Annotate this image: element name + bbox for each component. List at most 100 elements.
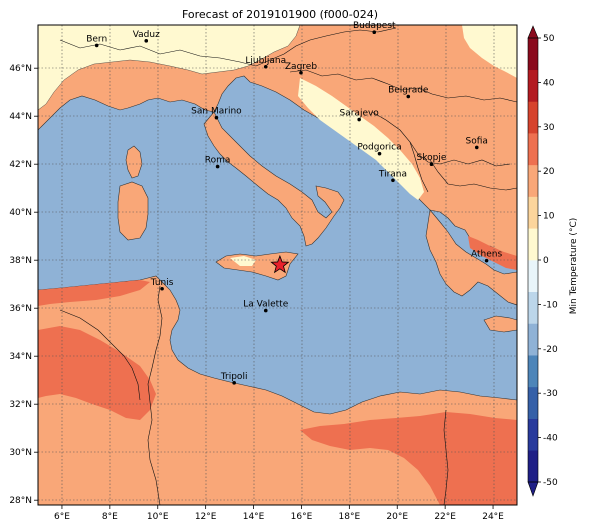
lon-tick-label: 12°E <box>195 512 217 522</box>
longitude-ticks: 6°E 8°E 10°E 12°E 14°E 16°E 18°E 20°E 22°E 24°E <box>54 505 504 522</box>
lon-tick-label: 16°E <box>291 512 313 522</box>
colorbar-bottom-arrow <box>527 481 539 497</box>
lat-tick-label: 44°N <box>9 112 32 122</box>
city-label: Sofia <box>466 136 488 146</box>
colorbar-tick-label: 40 <box>543 78 555 88</box>
city-dot <box>215 164 220 169</box>
city-dot <box>391 178 395 183</box>
colorbar-band <box>528 291 538 324</box>
city-dot <box>372 30 377 34</box>
italy-peninsula <box>203 111 345 247</box>
city-label: Sarajevo <box>340 109 380 119</box>
lat-tick-label: 46°N <box>9 64 32 74</box>
lat-tick-label: 38°N <box>9 256 32 266</box>
city-dot <box>377 151 382 156</box>
colorbar-tick-label: -30 <box>543 389 558 399</box>
city-dot <box>263 308 268 313</box>
gridlines <box>38 25 517 505</box>
colorbar-band <box>528 101 538 134</box>
lat-tick-label: 32°N <box>9 400 32 410</box>
lon-tick-label: 6°E <box>54 512 70 522</box>
hot-zone-africa <box>38 326 156 420</box>
lat-tick-label: 36°N <box>9 304 32 314</box>
city-label: Skopje <box>417 153 447 163</box>
colorbar-tick-label: 10 <box>543 212 555 222</box>
colorbar-band <box>528 69 538 102</box>
colorbar-tick-label: -50 <box>543 478 558 488</box>
city-label: Roma <box>205 156 231 166</box>
map-panel <box>38 25 517 505</box>
city-label: Podgorica <box>357 143 401 153</box>
cool-zone-east <box>462 25 517 78</box>
colorbar-band <box>528 323 538 356</box>
colorbar-tick-label: -10 <box>543 300 558 310</box>
colorbar-band <box>528 386 538 419</box>
city-label: Athens <box>471 250 502 260</box>
city-dot <box>484 258 489 263</box>
city-label: Bern <box>86 34 107 44</box>
city-dot <box>406 94 411 99</box>
city-dot <box>214 115 219 120</box>
lon-tick-label: 20°E <box>386 512 408 522</box>
crete <box>483 315 517 333</box>
colorbar-tick-label: 50 <box>543 34 555 44</box>
city-dot <box>263 64 268 69</box>
lat-tick-label: 34°N <box>9 352 32 362</box>
colorbar-band <box>528 450 538 483</box>
lon-tick-label: 8°E <box>102 512 118 522</box>
city-dot <box>429 162 434 166</box>
city-label: San Marino <box>191 107 242 117</box>
city-label: Belgrade <box>388 86 429 96</box>
city-dot <box>94 43 99 48</box>
colorbar-tick-label: -40 <box>543 434 558 444</box>
colorbar-band <box>528 355 538 388</box>
lon-tick-label: 24°E <box>482 512 504 522</box>
colorbar-band <box>528 228 538 261</box>
map-title: Forecast of 2019101900 (f000-024) <box>182 8 378 21</box>
colorbar-tick-label: 30 <box>543 123 555 133</box>
colorbar-band <box>528 133 538 166</box>
colorbar-label: Min Temperature (°C) <box>569 218 579 315</box>
colorbar-tick-label: 0 <box>543 256 549 266</box>
country-borders <box>59 27 517 505</box>
lat-tick-label: 30°N <box>9 448 32 458</box>
colorbar-top-arrow <box>527 25 539 39</box>
lon-tick-label: 18°E <box>339 512 361 522</box>
cool-zone-dinarics <box>298 78 424 200</box>
hot-zone-balkans <box>468 236 517 270</box>
city-label: Budapest <box>353 21 396 31</box>
colorbar-band <box>528 38 538 71</box>
cool-zone-sicily <box>230 256 256 266</box>
latitude-ticks: 28°N 30°N 32°N 34°N 36°N 38°N 40°N 42°N 44°N 46°N <box>9 64 38 506</box>
city-label: Zagreb <box>285 62 317 72</box>
city-dot <box>474 145 479 150</box>
lat-tick-label: 40°N <box>9 208 32 218</box>
europe-land <box>38 25 517 263</box>
colorbar-band <box>528 260 538 293</box>
hot-zone-africa-south <box>300 412 517 505</box>
city-dot <box>160 286 164 291</box>
city-label: Ljubljana <box>245 56 286 66</box>
star-marker <box>270 254 290 274</box>
city-label: La Valette <box>243 300 288 310</box>
corsica <box>125 145 143 179</box>
city-label: Vaduz <box>133 30 160 40</box>
colorbar-tick-label: -20 <box>543 345 558 355</box>
lon-tick-label: 10°E <box>147 512 169 522</box>
lat-tick-label: 28°N <box>9 496 32 506</box>
hot-zone-tunisia <box>38 280 150 306</box>
city-dot <box>232 381 236 385</box>
colorbar-band <box>528 196 538 229</box>
colorbar-tick-label: 20 <box>543 167 555 177</box>
colorbar-ticks: -50 -40 -30 -20 -10 0 10 20 30 40 50 <box>538 34 558 488</box>
city-label: Tunis <box>150 278 174 288</box>
lon-tick-label: 22°E <box>434 512 456 522</box>
city-dot <box>357 117 361 122</box>
lat-tick-label: 42°N <box>9 160 32 170</box>
city-label: Tirana <box>378 169 407 179</box>
colorbar: -50 -40 -30 -20 -10 0 10 20 30 40 50 Min Temperatu… <box>527 25 579 497</box>
city-label: Tripoli <box>220 372 248 382</box>
sardinia <box>117 181 149 241</box>
